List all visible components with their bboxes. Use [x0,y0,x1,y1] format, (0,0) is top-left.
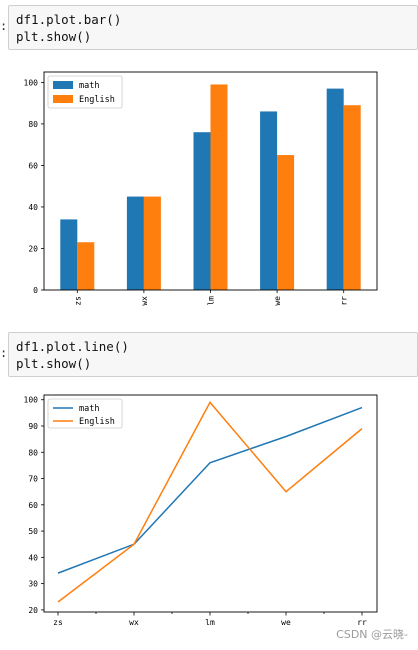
y-tick-label-50: 50 [28,527,38,536]
legend-swatch-english [53,95,73,103]
code-input-2[interactable]: df1.plot.line() plt.show() [8,332,418,377]
y-tick-label-40: 40 [28,203,38,212]
code-cell-1[interactable]: df1.plot.bar() plt.show() [0,5,418,50]
legend-label-english: English [79,95,115,105]
bar-chart: zs wx lm we rr 0 20 40 60 80 100 math English [24,71,378,306]
x-tick-label-we: we [273,296,282,306]
x-tick-label-rr: rr [357,618,367,627]
x-tick-label-wx: wx [129,618,139,627]
y-tick-label-40: 40 [28,553,38,562]
x-tick-label-we: we [281,618,291,627]
x-tick-label-lm: lm [207,296,216,306]
y-tick-label-30: 30 [28,580,38,589]
line-chart: zs wx lm we rr 20 30 40 50 60 70 80 90 100 math English [24,394,378,627]
bar-english-wx [143,196,161,290]
y-tick-label-80: 80 [28,448,38,457]
x-tick-label-zs: zs [53,618,63,627]
cell-prompt [0,19,8,35]
legend-swatch-math [53,81,73,89]
bar-math-lm [193,132,211,290]
y-tick-label-100: 100 [24,78,39,87]
x-tick-label-zs: zs [73,296,82,306]
y-tick-label-20: 20 [28,244,38,253]
y-tick-label-60: 60 [28,161,38,170]
legend-label-math: math [79,81,99,91]
cell-prompt [0,346,8,362]
plot-frame [43,71,378,291]
code-line: plt.show() [16,29,92,44]
x-tick-label-rr: rr [340,296,349,306]
bar-english-we [277,155,295,290]
y-tick-label-0: 0 [33,286,38,295]
y-tick-label-70: 70 [28,475,38,484]
bar-english-zs [77,242,95,290]
bar-math-rr [326,88,344,290]
code-line: plt.show() [16,356,92,371]
bar-math-zs [60,219,78,290]
watermark: CSDN @云晓- [336,628,408,641]
code-input-1[interactable]: df1.plot.bar() plt.show() [8,5,418,50]
y-tick-label-20: 20 [28,606,38,615]
legend-label-math: math [79,404,99,414]
bar-math-we [260,111,278,290]
y-tick-label-90: 90 [28,422,38,431]
bar-english-lm [210,84,228,290]
code-cell-2[interactable]: df1.plot.line() plt.show() [0,332,418,377]
line-math [57,406,363,574]
code-line: df1.plot.line() [16,339,129,354]
y-tick-label-60: 60 [28,501,38,510]
bar-math-wx [126,196,144,290]
y-tick-label-80: 80 [28,120,38,129]
line-english [57,401,363,603]
code-line: df1.plot.bar() [16,12,122,27]
x-tick-label-wx: wx [140,296,149,306]
plot-frame [43,394,378,613]
y-tick-label-100: 100 [24,396,39,405]
bar-english-rr [343,105,361,290]
x-tick-label-lm: lm [205,618,215,627]
legend-label-english: English [79,417,115,427]
